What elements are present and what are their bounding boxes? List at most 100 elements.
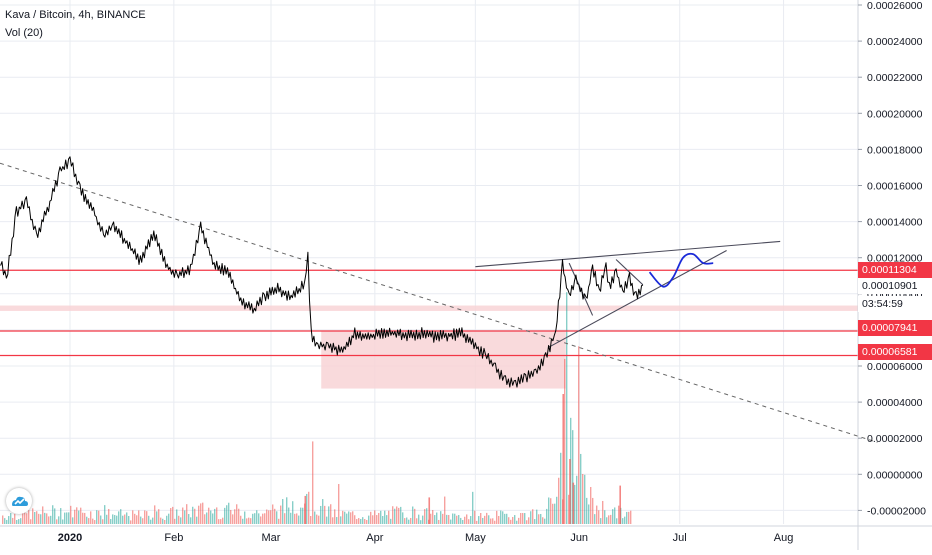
volume-bar — [326, 516, 328, 524]
volume-bar — [268, 510, 270, 524]
volume-bar — [446, 514, 448, 524]
volume-bar — [152, 517, 154, 524]
volume-bar — [18, 519, 20, 524]
volume-bar — [200, 503, 202, 524]
tradingview-logo-icon[interactable] — [6, 488, 32, 514]
volume-bar — [314, 511, 316, 524]
volume-bar — [590, 487, 592, 524]
volume-bar — [270, 510, 272, 524]
volume-bar — [38, 513, 40, 524]
volume-bar — [584, 474, 586, 524]
volume-bar — [338, 484, 340, 524]
volume-bar — [574, 484, 576, 524]
volume-bar — [176, 509, 178, 524]
volume-bar — [504, 513, 506, 524]
volume-bar — [518, 517, 520, 524]
volume-bar — [54, 508, 56, 524]
volume-bar — [212, 513, 214, 524]
volume-bar — [542, 517, 544, 524]
volume-bar — [154, 505, 156, 524]
volume-bar — [238, 508, 240, 524]
volume-bar — [292, 501, 294, 524]
volume-bar — [226, 505, 228, 524]
symbol-title[interactable]: Kava / Bitcoin, 4h, BINANCE — [5, 9, 146, 21]
volume-bar — [190, 517, 192, 524]
volume-bar — [148, 515, 150, 524]
volume-bar — [32, 508, 34, 524]
volume-bar — [34, 511, 36, 524]
volume-bar — [444, 496, 446, 524]
trendline — [475, 240, 781, 268]
volume-bar — [616, 518, 618, 524]
volume-bar — [252, 513, 254, 524]
volume-bar — [122, 515, 124, 524]
trendline — [615, 259, 644, 286]
volume-bar — [628, 511, 630, 524]
volume-bar — [362, 517, 364, 524]
volume-bar — [72, 517, 74, 524]
volume-bar — [358, 518, 360, 524]
volume-bar — [280, 505, 282, 524]
volume-bar — [626, 511, 628, 524]
volume-bar — [396, 506, 398, 524]
volume-bar — [619, 485, 621, 524]
volume-bar — [486, 512, 488, 524]
volume-bar — [606, 517, 608, 524]
volume-bar — [580, 453, 582, 524]
volume-bar — [24, 507, 26, 524]
volume-bar — [622, 518, 624, 524]
volume-bar — [448, 514, 450, 524]
volume-bar — [608, 515, 610, 524]
volume-bar — [612, 509, 614, 524]
volume-bar — [64, 512, 66, 524]
volume-bar — [68, 512, 70, 524]
volume-bar — [256, 510, 258, 524]
volume-bar — [284, 513, 286, 524]
y-tick-label: 0.00016000 — [867, 181, 923, 193]
volume-bar — [304, 495, 307, 524]
volume-bar — [254, 513, 256, 524]
volume-bar — [294, 513, 296, 524]
volume-bar — [322, 499, 324, 524]
volume-bar — [506, 513, 508, 524]
y-tick-label: 0.00006000 — [867, 361, 923, 373]
volume-bar — [48, 516, 50, 524]
volume-bar — [4, 518, 6, 524]
volume-bar — [84, 512, 86, 524]
volume-bar — [450, 519, 452, 524]
volume-bar — [402, 512, 404, 524]
volume-bar — [248, 517, 250, 524]
volume-bar — [336, 517, 338, 524]
volume-bar — [370, 511, 372, 524]
volume-bar — [384, 510, 386, 524]
volume-bar — [618, 505, 620, 524]
volume-bar — [146, 511, 148, 524]
volume-bar — [134, 513, 136, 524]
volume-bar — [126, 512, 128, 524]
volume-bar — [2, 515, 4, 524]
volume-bar — [100, 515, 102, 524]
volume-bar — [328, 506, 330, 524]
volume-bar — [94, 520, 96, 524]
y-tick-label: 0.00012000 — [867, 253, 923, 265]
volume-bar — [394, 508, 396, 524]
x-tick-label: May — [465, 532, 486, 544]
volume-bar — [140, 516, 142, 524]
volume-indicator-label[interactable]: Vol (20) — [5, 27, 43, 39]
volume-bar — [310, 516, 312, 524]
volume-bar — [496, 510, 498, 524]
volume-bar — [160, 517, 162, 524]
volume-bar — [272, 504, 274, 524]
volume-bar — [458, 515, 460, 524]
volume-bar — [138, 510, 140, 524]
volume-bar — [58, 516, 60, 524]
volume-bar — [550, 498, 552, 524]
volume-bar — [228, 502, 230, 524]
volume-bar — [282, 499, 284, 524]
volume-bar — [36, 511, 38, 524]
volume-bar — [366, 519, 368, 524]
volume-bar — [260, 516, 262, 524]
volume-bar — [526, 520, 528, 524]
